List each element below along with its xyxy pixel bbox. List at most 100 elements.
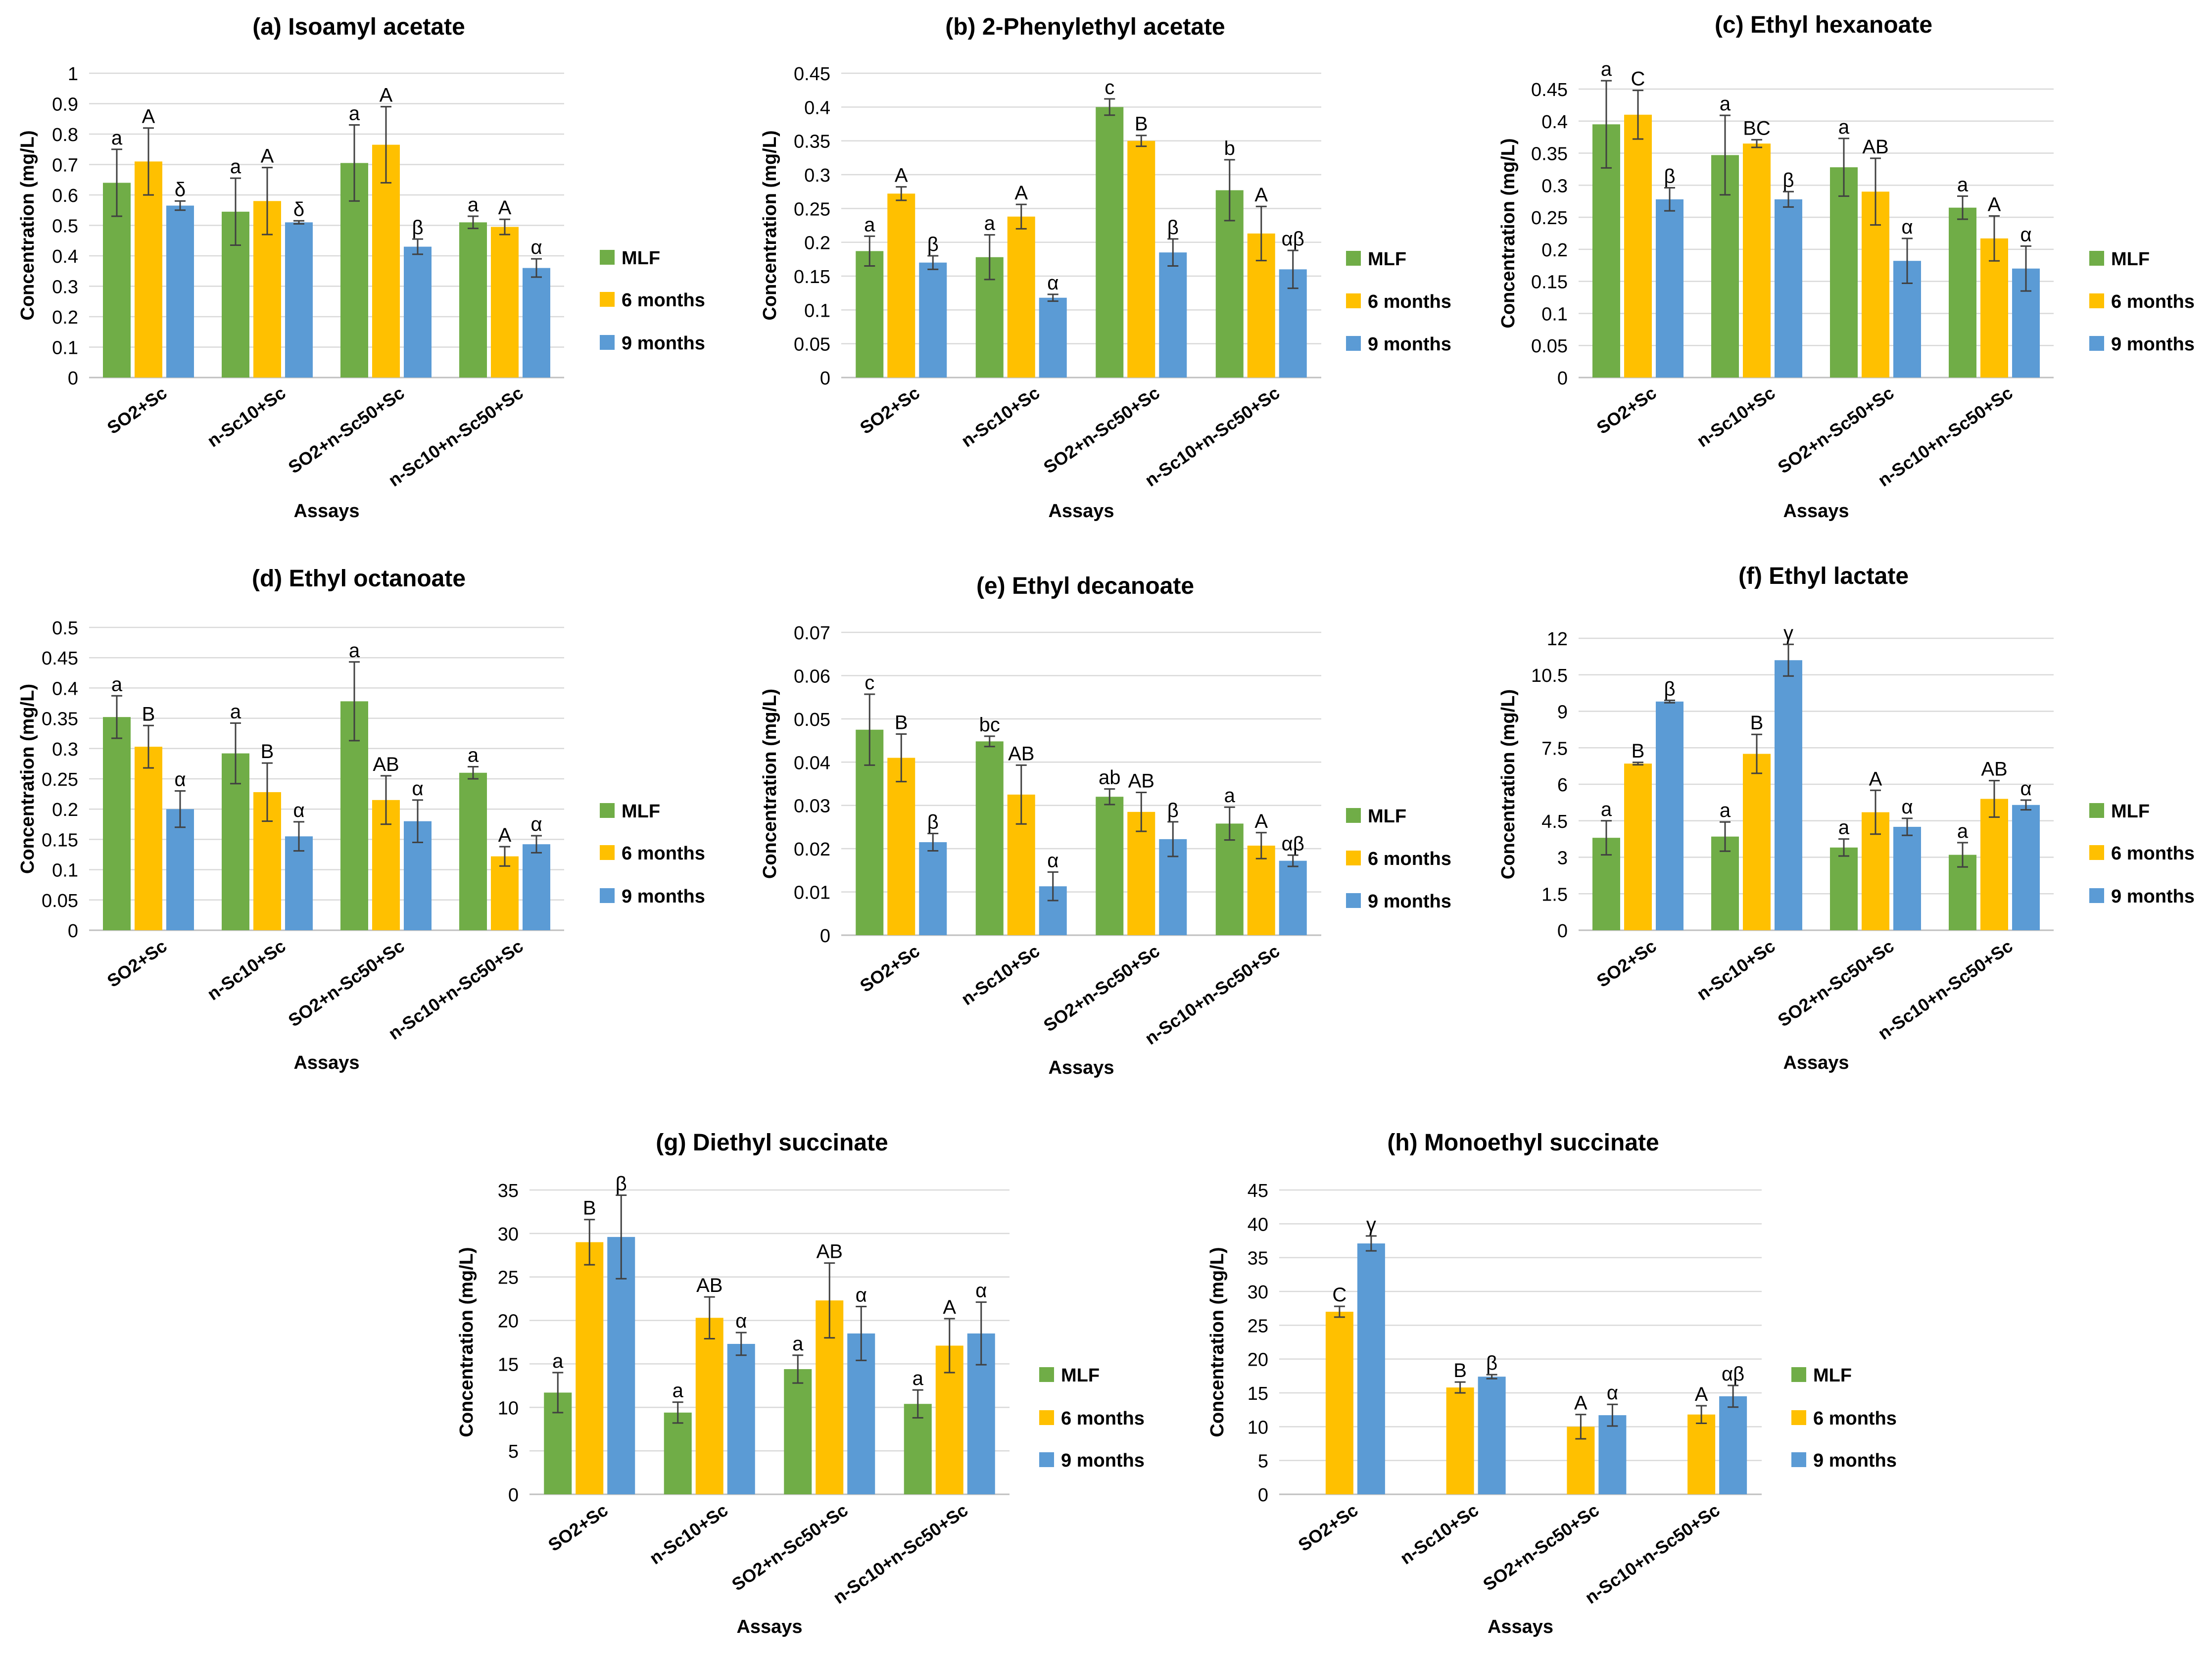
- bar: [1247, 846, 1275, 935]
- significance-label: B: [261, 741, 274, 762]
- x-axis-label: Assays: [293, 501, 359, 522]
- y-tick-label: 0.25: [794, 199, 830, 220]
- y-tick-label: 0.3: [804, 165, 830, 186]
- bar: [1624, 763, 1652, 930]
- y-tick-label: 0.5: [52, 618, 78, 639]
- legend-label: 9 months: [1368, 334, 1451, 355]
- y-tick-label: 0.25: [42, 769, 78, 790]
- significance-label: A: [380, 85, 393, 106]
- significance-label: αβ: [1282, 833, 1304, 855]
- category-label: SO2+n-Sc50+Sc: [1479, 1500, 1603, 1595]
- bar: [727, 1344, 755, 1494]
- bar: [1656, 199, 1683, 378]
- chart-title: (g) Diethyl succinate: [656, 1130, 888, 1156]
- legend-label: MLF: [2111, 801, 2150, 822]
- y-tick-label: 35: [1248, 1248, 1268, 1269]
- chart-panel-3: 0 0.05 0.1 0.15 0.2 0.25 0.3 0.35 0.4 0.45 (c) Eth…: [1498, 12, 2195, 522]
- bar: [1830, 847, 1858, 930]
- y-axis-label: Concentration (mg/L): [456, 1247, 477, 1437]
- y-tick-label: 12: [1547, 629, 1568, 650]
- y-tick-label: 0: [68, 921, 78, 942]
- bar: [523, 268, 550, 378]
- chart-title: (f) Ethyl lactate: [1738, 563, 1909, 589]
- y-tick-label: 0.05: [1531, 336, 1568, 357]
- significance-label: B: [142, 703, 155, 725]
- category-label: n-Sc10+Sc: [203, 382, 289, 451]
- significance-label: b: [1224, 138, 1235, 159]
- significance-label: a: [1601, 799, 1612, 820]
- significance-label: a: [673, 1380, 684, 1402]
- bar: [166, 809, 194, 930]
- significance-label: a: [349, 103, 360, 125]
- y-tick-label: 0.7: [52, 155, 78, 176]
- y-axis-label: Concentration (mg/L): [1207, 1247, 1228, 1437]
- legend-label: 9 months: [622, 886, 705, 907]
- y-axis-label: Concentration (mg/L): [1498, 689, 1519, 879]
- significance-label: δ: [175, 179, 186, 200]
- legend-label: MLF: [622, 801, 660, 822]
- y-tick-label: 0.8: [52, 125, 78, 145]
- significance-label: α: [1047, 850, 1058, 871]
- legend-label: 6 months: [1061, 1408, 1145, 1429]
- significance-label: B: [1632, 740, 1645, 762]
- bar: [523, 844, 550, 930]
- legend-label: 6 months: [622, 843, 705, 864]
- y-tick-label: 0.02: [794, 839, 830, 860]
- significance-label: a: [1224, 785, 1236, 807]
- legend-swatch: [2089, 803, 2104, 818]
- y-tick-label: 0.5: [52, 216, 78, 237]
- significance-label: AB: [817, 1241, 843, 1263]
- y-tick-label: 0.35: [1531, 144, 1568, 165]
- significance-label: BC: [1743, 117, 1771, 139]
- y-tick-label: 3: [1557, 848, 1568, 869]
- y-tick-label: 0: [68, 368, 78, 389]
- y-tick-label: 0: [508, 1485, 519, 1506]
- legend-swatch: [600, 292, 615, 307]
- bar: [576, 1242, 604, 1494]
- bar: [459, 772, 487, 930]
- category-label: n-Sc10+Sc: [203, 936, 289, 1004]
- category-label: SO2+n-Sc50+Sc: [285, 382, 408, 477]
- legend-label: MLF: [1813, 1365, 1852, 1386]
- significance-label: a: [1838, 817, 1850, 839]
- y-tick-label: 0.45: [1531, 80, 1568, 100]
- y-tick-label: 0.4: [52, 678, 78, 699]
- chart-panel-7: 0 5 10 15 20 25 30 35 (g) Diethyl succinate Conce…: [456, 1130, 1145, 1637]
- y-tick-label: 0.2: [52, 800, 78, 820]
- legend-swatch: [2089, 293, 2104, 308]
- legend-swatch: [1346, 251, 1361, 266]
- significance-label: AB: [1981, 759, 2007, 780]
- significance-label: β: [1664, 166, 1675, 188]
- significance-label: a: [468, 745, 479, 766]
- y-tick-label: 0.05: [42, 891, 78, 911]
- significance-label: α: [856, 1284, 867, 1306]
- significance-label: a: [1720, 800, 1731, 821]
- y-tick-label: 0.2: [804, 233, 830, 254]
- significance-label: AB: [1128, 770, 1154, 792]
- bar: [491, 856, 519, 930]
- bar: [1949, 207, 1976, 378]
- bar: [904, 1404, 932, 1494]
- legend-label: 9 months: [622, 333, 705, 354]
- significance-label: α: [2020, 778, 2031, 800]
- bar: [695, 1318, 723, 1494]
- significance-label: AB: [1008, 743, 1034, 764]
- y-tick-label: 0.45: [794, 64, 830, 85]
- significance-label: β: [616, 1173, 627, 1195]
- y-tick-label: 20: [498, 1311, 519, 1332]
- y-tick-label: 5: [508, 1441, 519, 1462]
- significance-label: β: [412, 217, 423, 238]
- significance-label: bc: [979, 714, 1000, 736]
- y-tick-label: 30: [1248, 1282, 1268, 1303]
- y-tick-label: 40: [1248, 1214, 1268, 1235]
- chart-title: (c) Ethyl hexanoate: [1715, 12, 1932, 38]
- legend-label: 6 months: [1813, 1408, 1897, 1429]
- y-tick-label: 0: [1557, 368, 1568, 389]
- category-label: n-Sc10+Sc: [1693, 936, 1779, 1004]
- bar: [1279, 860, 1307, 935]
- y-tick-label: 0.1: [52, 338, 78, 359]
- category-label: SO2+n-Sc50+Sc: [1040, 382, 1163, 477]
- significance-label: β: [927, 811, 939, 833]
- category-label: SO2+Sc: [103, 936, 171, 991]
- x-axis-label: Assays: [1783, 501, 1849, 522]
